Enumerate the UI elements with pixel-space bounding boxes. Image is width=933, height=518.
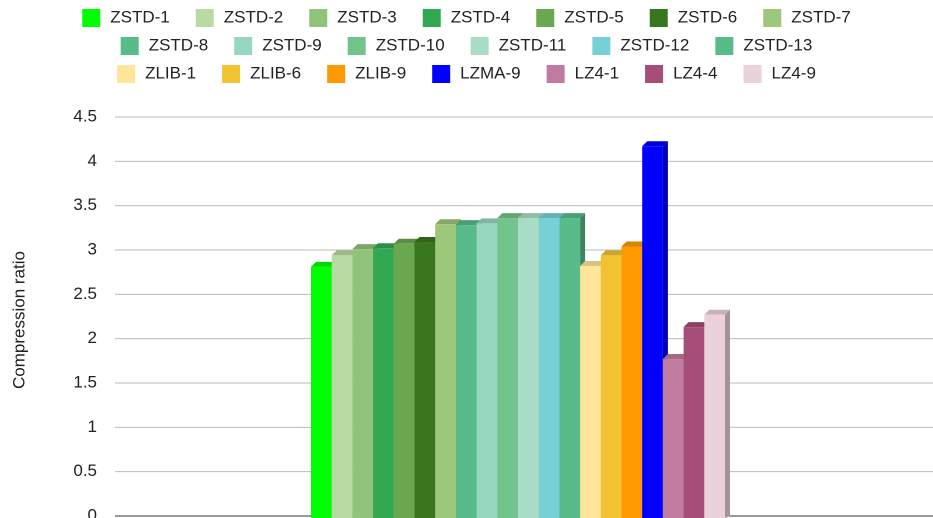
legend-label: ZLIB-9 <box>355 63 406 82</box>
legend-label: ZSTD-8 <box>149 35 209 54</box>
bar-front <box>311 266 332 518</box>
bar-front <box>642 146 663 518</box>
legend-swatch <box>347 37 366 55</box>
legend-swatch <box>117 65 136 83</box>
bar-side <box>725 309 730 518</box>
bar-front <box>393 243 415 518</box>
bar-front <box>621 246 643 518</box>
legend-label: ZLIB-6 <box>250 63 301 82</box>
legend-label: LZ4-4 <box>673 63 717 82</box>
bar-top <box>497 213 523 219</box>
legend-swatch <box>536 9 555 27</box>
legend-label: ZSTD-9 <box>262 35 322 54</box>
legend-swatch <box>645 65 664 83</box>
legend-swatch <box>546 65 565 83</box>
bar-top <box>580 260 606 266</box>
legend-swatch <box>649 9 668 27</box>
y-tick-label: 0 <box>88 505 97 518</box>
legend-label: ZSTD-3 <box>337 7 397 26</box>
legend-label: ZSTD-12 <box>620 35 689 54</box>
bar-top <box>373 243 399 249</box>
legend-swatch <box>763 9 782 27</box>
bar-top <box>414 237 441 243</box>
legend-label: ZSTD-10 <box>376 35 445 54</box>
legend-label: ZSTD-5 <box>564 7 624 26</box>
legend-label: LZ4-1 <box>575 63 619 82</box>
y-tick-label: 0.5 <box>73 461 97 480</box>
bar-front <box>704 314 725 518</box>
bar-top <box>393 238 420 244</box>
bar <box>704 309 730 518</box>
legend-swatch <box>715 37 734 55</box>
legend-swatch <box>743 65 762 83</box>
legend-swatch <box>592 37 611 55</box>
legend-swatch <box>234 37 253 55</box>
bar-top <box>662 354 689 360</box>
bar-top <box>642 141 668 147</box>
bar-top <box>538 213 565 219</box>
bar-front <box>580 265 601 518</box>
bar-front <box>538 218 560 518</box>
y-tick-label: 3.5 <box>73 195 97 214</box>
bar-front <box>497 218 518 518</box>
bar-top <box>704 309 730 315</box>
legend-label: ZSTD-4 <box>451 7 511 26</box>
bar-front <box>414 242 436 518</box>
legend-swatch <box>309 9 328 27</box>
legend-swatch <box>470 37 489 55</box>
legend-label: ZSTD-1 <box>110 7 170 26</box>
bar-front <box>683 327 705 518</box>
bar-top <box>518 213 544 219</box>
legend-label: ZSTD-13 <box>743 35 812 54</box>
legend-label: LZMA-9 <box>460 63 520 82</box>
bar-front <box>373 248 394 518</box>
legend-label: ZSTD-6 <box>678 7 738 26</box>
bar-front <box>600 255 622 518</box>
legend-swatch <box>195 9 214 27</box>
bar-front <box>455 225 477 518</box>
legend-swatch <box>82 9 101 27</box>
y-tick-label: 1 <box>88 417 97 436</box>
bar-top <box>621 241 648 247</box>
bar-front <box>662 359 684 518</box>
bar-top <box>559 213 586 219</box>
y-tick-label: 1.5 <box>73 372 97 391</box>
bar-front <box>435 224 456 518</box>
legend-label: ZSTD-11 <box>499 35 567 54</box>
legend-label: ZSTD-7 <box>791 7 851 26</box>
y-axis-label: Compression ratio <box>9 251 28 389</box>
legend-swatch <box>432 65 451 83</box>
bar-front <box>518 218 539 518</box>
bar-top <box>311 261 337 267</box>
legend-swatch <box>120 37 139 55</box>
bar-top <box>600 250 627 256</box>
bar-front <box>476 223 498 518</box>
legend-label: ZLIB-1 <box>145 63 196 82</box>
legend-label: LZ4-9 <box>771 63 815 82</box>
bar-top <box>331 250 358 256</box>
y-tick-label: 2.5 <box>73 284 97 303</box>
y-tick-label: 4.5 <box>73 106 97 125</box>
bar-front <box>559 218 581 518</box>
bar-top <box>455 220 482 226</box>
bar-front <box>331 255 353 518</box>
bar-top <box>352 244 379 250</box>
bar-top <box>476 218 503 224</box>
y-tick-label: 3 <box>88 239 97 258</box>
y-tick-label: 4 <box>88 151 97 170</box>
legend-swatch <box>422 9 441 27</box>
y-tick-label: 2 <box>88 328 97 347</box>
bar-top <box>683 322 710 328</box>
bar-front <box>352 249 374 518</box>
legend-label: ZSTD-2 <box>224 7 284 26</box>
bar-top <box>435 219 461 225</box>
legend-swatch <box>222 65 241 83</box>
legend-swatch <box>327 65 346 83</box>
